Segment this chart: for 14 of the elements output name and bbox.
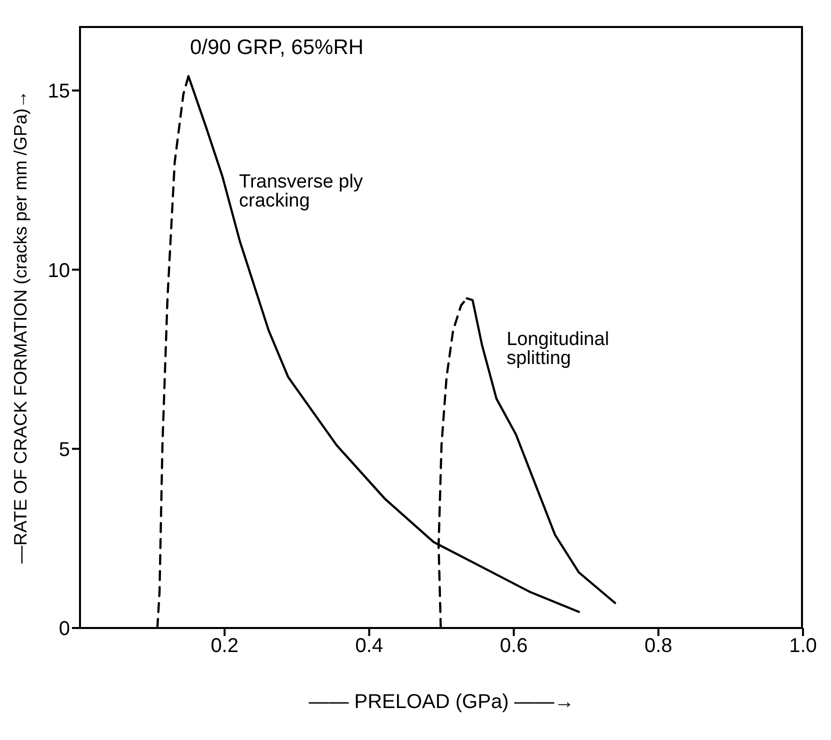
y-tick-label: 10 <box>48 260 70 282</box>
x-axis-title: —— PRELOAD (GPa) ——→ <box>308 691 574 713</box>
y-axis-title: —RATE OF CRACK FORMATION (cracks per mm /GPa)→ <box>10 90 30 564</box>
x-tick-label: 0.2 <box>210 635 239 658</box>
y-tick-label: 0 <box>58 618 70 640</box>
x-tick-label: 0.6 <box>500 635 528 658</box>
x-tick-label: 1.0 <box>789 635 817 658</box>
x-tick-label: 0.4 <box>355 635 384 658</box>
y-tick-label: 15 <box>48 80 70 103</box>
text: 0/90 GRP, 65%RH <box>190 36 364 60</box>
y-tick-label: 5 <box>58 438 70 461</box>
annotation: Transverse ply cracking <box>239 171 364 212</box>
annotation: Longitudinal splitting <box>506 328 610 369</box>
x-tick-label: 0.8 <box>644 635 672 658</box>
